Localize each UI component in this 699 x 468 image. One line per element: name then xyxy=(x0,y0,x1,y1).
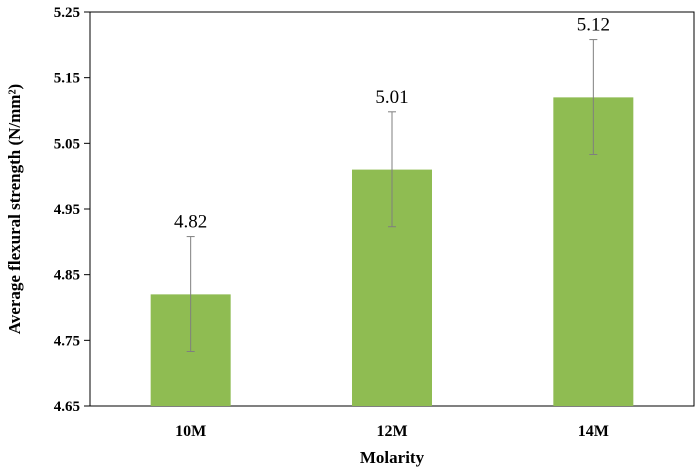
error-bars xyxy=(186,39,598,352)
data-labels: 4.82 5.01 5.12 xyxy=(174,15,610,233)
x-axis-title: Molarity xyxy=(360,448,425,467)
data-label: 5.01 xyxy=(375,87,408,108)
y-tick-label: 5.15 xyxy=(54,71,80,87)
y-axis-ticks: 4.65 4.75 4.85 4.95 5.05 5.15 5.25 xyxy=(54,5,90,415)
y-tick-label: 4.75 xyxy=(54,333,80,349)
x-tick-label: 12M xyxy=(376,423,407,440)
x-tick-label: 14M xyxy=(578,423,609,440)
x-tick-label: 10M xyxy=(175,423,206,440)
y-tick-label: 4.95 xyxy=(54,202,80,218)
y-tick-label: 4.85 xyxy=(54,268,80,284)
y-tick-label: 5.25 xyxy=(54,5,80,21)
x-axis-labels: 10M 12M 14M xyxy=(175,423,609,440)
data-label: 5.12 xyxy=(577,15,610,36)
y-tick-label: 5.05 xyxy=(54,136,80,152)
data-label: 4.82 xyxy=(174,212,207,233)
y-tick-label: 4.65 xyxy=(54,399,80,415)
y-axis-title: Average flexural strength (N/mm²) xyxy=(5,84,24,334)
